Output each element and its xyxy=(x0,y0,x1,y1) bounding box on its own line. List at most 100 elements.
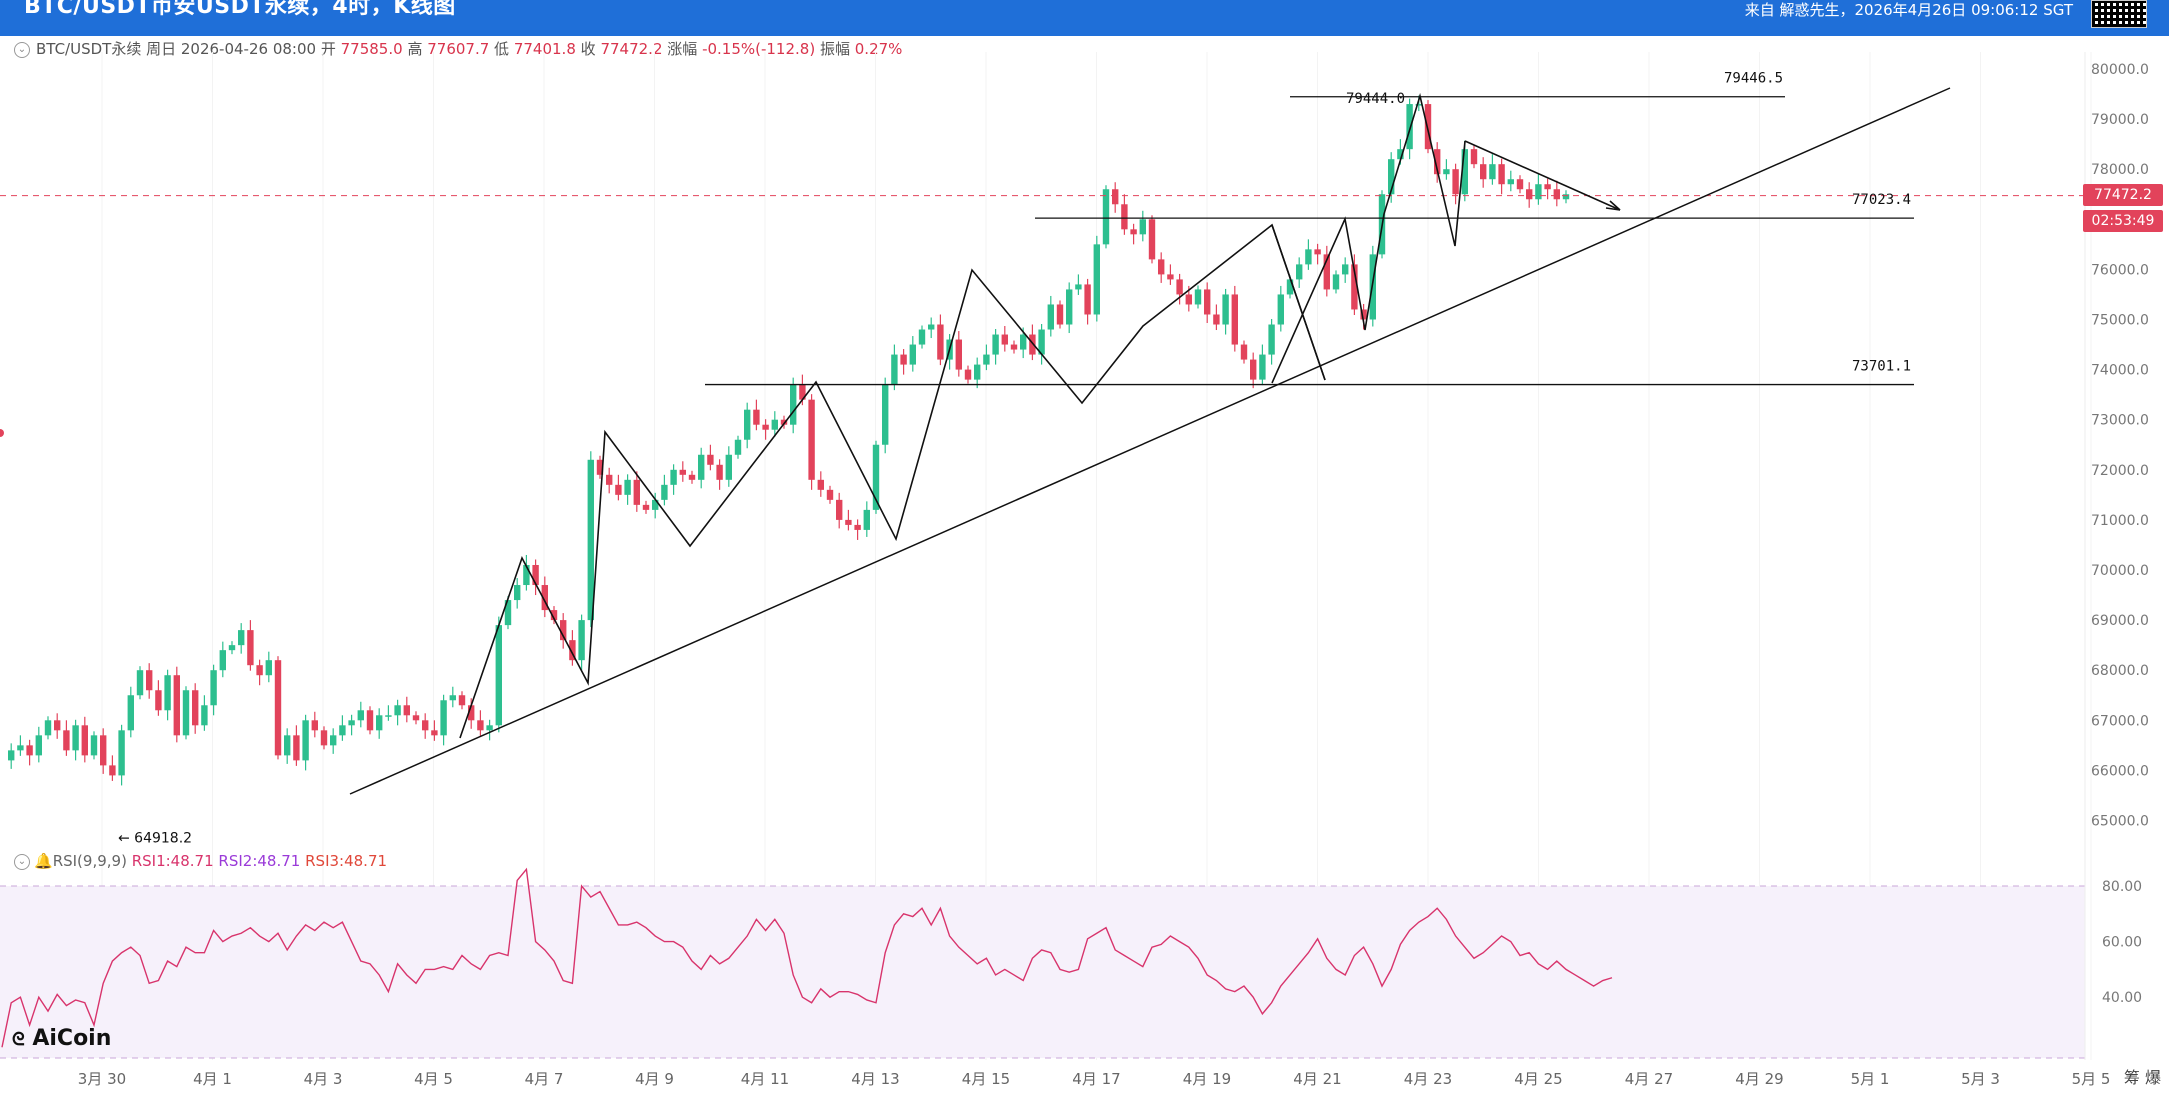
candle-body xyxy=(8,750,15,761)
wave-arrow-line xyxy=(1464,140,1621,211)
rsi-info: ⌄ 🔔RSI(9,9,9) RSI1:48.71 RSI2:48.71 RSI3:… xyxy=(14,852,387,870)
high-label: 79444.0 xyxy=(1346,91,1405,107)
candle-body xyxy=(909,344,916,365)
y-tick-label: 71000.0 xyxy=(2091,513,2149,529)
candle-body xyxy=(1148,219,1156,260)
candle-body xyxy=(1010,344,1018,350)
rsi-collapse-icon[interactable]: ⌄ xyxy=(14,853,30,870)
candle-body xyxy=(504,600,512,626)
chart-title: BTC/USDT币安USDT永续，4时，K线图 xyxy=(24,0,456,19)
candle-body xyxy=(790,384,797,425)
close-value: 77472.2 xyxy=(600,40,663,58)
wave-zigzag-2 xyxy=(1271,92,1466,384)
amp-label: 振幅 xyxy=(819,40,850,58)
x-tick-label: 4月 21 xyxy=(1293,1070,1341,1088)
candle-body xyxy=(771,419,778,430)
candle-body xyxy=(320,730,328,746)
candle-body xyxy=(1296,264,1303,280)
rsi1-value: RSI1:48.71 xyxy=(131,852,214,870)
candle-body xyxy=(1360,309,1367,320)
y-tick-label: 74000.0 xyxy=(2091,363,2149,379)
qr-code-icon xyxy=(2091,0,2147,28)
candle-body xyxy=(1388,159,1395,195)
y-tick-label: 75000.0 xyxy=(2091,313,2149,329)
candle-body xyxy=(1139,219,1146,235)
left-marker-dot xyxy=(0,429,4,437)
candle-body xyxy=(1351,264,1358,310)
candle-body xyxy=(118,730,125,776)
candle-body xyxy=(256,665,263,676)
candle-body xyxy=(238,630,245,646)
countdown-tag: 02:53:49 xyxy=(2083,210,2163,232)
candle-body xyxy=(1020,334,1027,350)
rsi-name: RSI(9,9,9) xyxy=(52,852,127,870)
candle-body xyxy=(808,399,815,480)
candle-body xyxy=(992,334,999,355)
candle-body xyxy=(937,324,944,360)
candle-body xyxy=(624,479,631,495)
candle-body xyxy=(173,675,180,736)
candle-body xyxy=(1397,149,1404,160)
candle-body xyxy=(495,625,502,726)
candle-body xyxy=(1323,254,1330,290)
candle-body xyxy=(964,369,972,380)
low-value: 77401.8 xyxy=(513,40,576,58)
x-tick-label: 4月 7 xyxy=(525,1070,564,1088)
x-tick-label: 4月 13 xyxy=(851,1070,899,1088)
candle-body xyxy=(1121,204,1128,230)
x-tick-label: 4月 15 xyxy=(962,1070,1010,1088)
candle-body xyxy=(1204,289,1211,315)
candle-body xyxy=(615,484,622,495)
candle-body xyxy=(578,620,585,661)
wave-spacer3 xyxy=(1272,220,1365,382)
candle-body xyxy=(661,484,668,500)
bell-icon[interactable]: 🔔 xyxy=(34,852,53,870)
candle-body xyxy=(54,720,61,731)
collapse-chevron-icon[interactable]: ⌄ xyxy=(14,41,30,58)
candle-body xyxy=(81,725,88,756)
y-tick-label: 69000.0 xyxy=(2091,613,2149,629)
candle-body xyxy=(1443,169,1450,175)
amp-value: 0.27% xyxy=(854,40,903,58)
candle-body xyxy=(698,454,705,480)
candle-body xyxy=(1102,189,1110,245)
candle-body xyxy=(100,735,107,766)
candle-body xyxy=(228,645,236,651)
rsi-tick-label: 40.00 xyxy=(2102,990,2142,1006)
candle-body xyxy=(136,670,144,696)
x-tick-label: 4月 23 xyxy=(1404,1070,1452,1088)
x-tick-label: 5月 1 xyxy=(1851,1070,1890,1088)
rsi-panel-bg xyxy=(0,886,2085,1058)
candle-body xyxy=(863,509,870,530)
rsi2-value: RSI2:48.71 xyxy=(218,852,301,870)
candle-body xyxy=(376,715,383,731)
candle-body xyxy=(155,690,162,711)
candle-body xyxy=(357,710,364,721)
candle-body xyxy=(72,725,79,751)
candle-body xyxy=(854,524,861,530)
open-label: 开 xyxy=(320,40,336,58)
candle-body xyxy=(1185,294,1192,305)
x-tick-label: 4月 27 xyxy=(1625,1070,1673,1088)
y-tick-label: 67000.0 xyxy=(2091,713,2149,729)
level-label-low: 73701.1 xyxy=(1852,359,1911,375)
candle-body xyxy=(311,720,318,731)
close-label: 收 xyxy=(580,40,596,58)
candle-body xyxy=(192,690,199,726)
level-label-mid: 77023.4 xyxy=(1852,192,1911,208)
candle-body xyxy=(1277,294,1284,325)
candle-body xyxy=(1084,284,1091,315)
candle-body xyxy=(449,695,456,701)
x-tick-label: 4月 25 xyxy=(1514,1070,1562,1088)
ohlc-info: ⌄ BTC/USDT永续 周日 2026-04-26 08:00 开 77585.… xyxy=(14,38,902,59)
candle-body xyxy=(707,454,714,465)
candle-body xyxy=(1001,334,1008,345)
x-tick-label: 4月 11 xyxy=(741,1070,789,1088)
candle-body xyxy=(1075,284,1082,290)
candle-body xyxy=(394,705,401,716)
y-tick-label: 73000.0 xyxy=(2091,413,2149,429)
candle-body xyxy=(1268,324,1275,355)
candle-body xyxy=(284,735,291,756)
candle-body xyxy=(974,364,981,380)
